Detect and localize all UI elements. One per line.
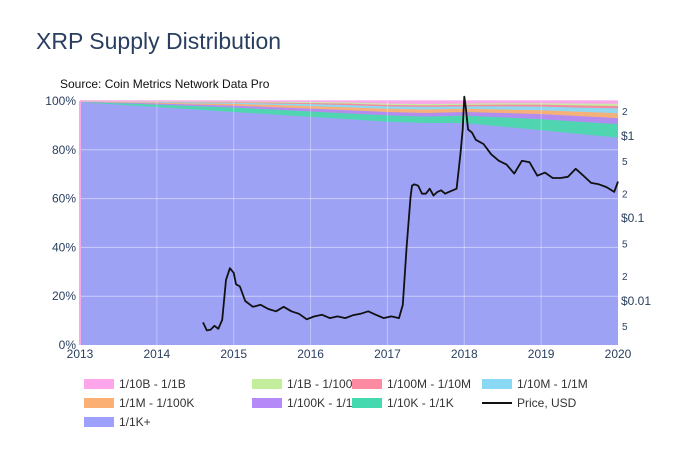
legend-swatch	[84, 417, 114, 427]
legend-label: 1/10M - 1/1M	[517, 377, 588, 391]
area-series-4	[80, 101, 618, 114]
legend-swatch	[352, 379, 382, 389]
legend-label: 1/100K - 1/10K	[287, 396, 368, 410]
area-series-6	[80, 101, 618, 106]
chart-source-note: Source: Coin Metrics Network Data Pro	[60, 77, 270, 91]
legend-label: 1/1M - 1/100K	[119, 396, 195, 410]
y2-minor-tick-label: 5	[622, 157, 628, 168]
area-layer	[79, 100, 619, 345]
area-series-1	[80, 101, 618, 138]
y-tick-label: 0%	[59, 338, 77, 352]
legend-item[interactable]: 1/1K+	[84, 415, 151, 429]
legend-swatch	[84, 379, 114, 389]
y2-minor-tick-label: 2	[622, 272, 628, 283]
x-tick-label: 2018	[451, 347, 478, 361]
legend-label: Price, USD	[517, 396, 577, 410]
y-tick-label: 60%	[52, 192, 76, 206]
legend-item[interactable]: 1/100M - 1/10M	[352, 377, 471, 391]
legend-item[interactable]: 1/1B - 1/100M	[252, 377, 362, 391]
y-tick-label: 80%	[52, 143, 76, 157]
y2-minor-tick-label: 5	[622, 322, 628, 333]
x-tick-label: 2014	[144, 347, 171, 361]
legend-swatch	[252, 398, 282, 408]
legend-swatch	[482, 379, 512, 389]
x-tick-label: 2017	[374, 347, 401, 361]
y-tick-label: 40%	[52, 240, 76, 254]
x-tick-label: 2013	[67, 347, 94, 361]
area-series-5	[80, 101, 618, 109]
legend-label: 1/100M - 1/10M	[387, 377, 472, 391]
area-series-0	[80, 102, 618, 345]
area-series-3	[80, 101, 618, 119]
grid-layer	[80, 101, 618, 345]
y2-minor-tick-label: 2	[622, 107, 628, 118]
area-series-7	[80, 101, 618, 105]
x-tick-label: 2016	[297, 347, 324, 361]
y2-tick-label: $0.01	[621, 294, 651, 308]
y2-tick-label: $1	[621, 129, 635, 143]
y-tick-label: 20%	[52, 289, 76, 303]
legend-swatch	[352, 398, 382, 408]
legend-item[interactable]: 1/10K - 1/1K	[352, 396, 454, 410]
legend-label: 1/10B - 1/1B	[119, 377, 186, 391]
legend-item[interactable]: 1/10M - 1/1M	[482, 377, 588, 391]
y2-minor-tick-label: 5	[622, 239, 628, 250]
y2-minor-tick-label: 2	[622, 190, 628, 201]
legend-label: 1/1B - 1/100M	[287, 377, 363, 391]
legend-item[interactable]: 1/10B - 1/1B	[84, 377, 186, 391]
chart-title: XRP Supply Distribution	[36, 28, 282, 54]
legend-item[interactable]: Price, USD	[482, 396, 576, 410]
x-tick-label: 2020	[605, 347, 632, 361]
legend-label: 1/1K+	[119, 415, 151, 429]
legend-line-swatch	[482, 402, 512, 404]
axes-layer: 0% 20% 40% 60% 80% 100% 2013 2014 2015 2016 2017 20…	[45, 94, 651, 361]
x-tick-label: 2015	[220, 347, 247, 361]
y2-tick-label: $0.1	[621, 211, 645, 225]
legend-item[interactable]: 1/1M - 1/100K	[84, 396, 194, 410]
y-tick-label: 100%	[45, 94, 76, 108]
legend-swatch	[252, 379, 282, 389]
price-line	[202, 95, 619, 332]
area-series-2	[80, 101, 618, 125]
legend-item[interactable]: 1/100K - 1/10K	[252, 396, 367, 410]
x-tick-label: 2019	[528, 347, 555, 361]
legend-swatch	[84, 398, 114, 408]
legend-label: 1/10K - 1/1K	[387, 396, 454, 410]
price-layer	[202, 95, 619, 332]
